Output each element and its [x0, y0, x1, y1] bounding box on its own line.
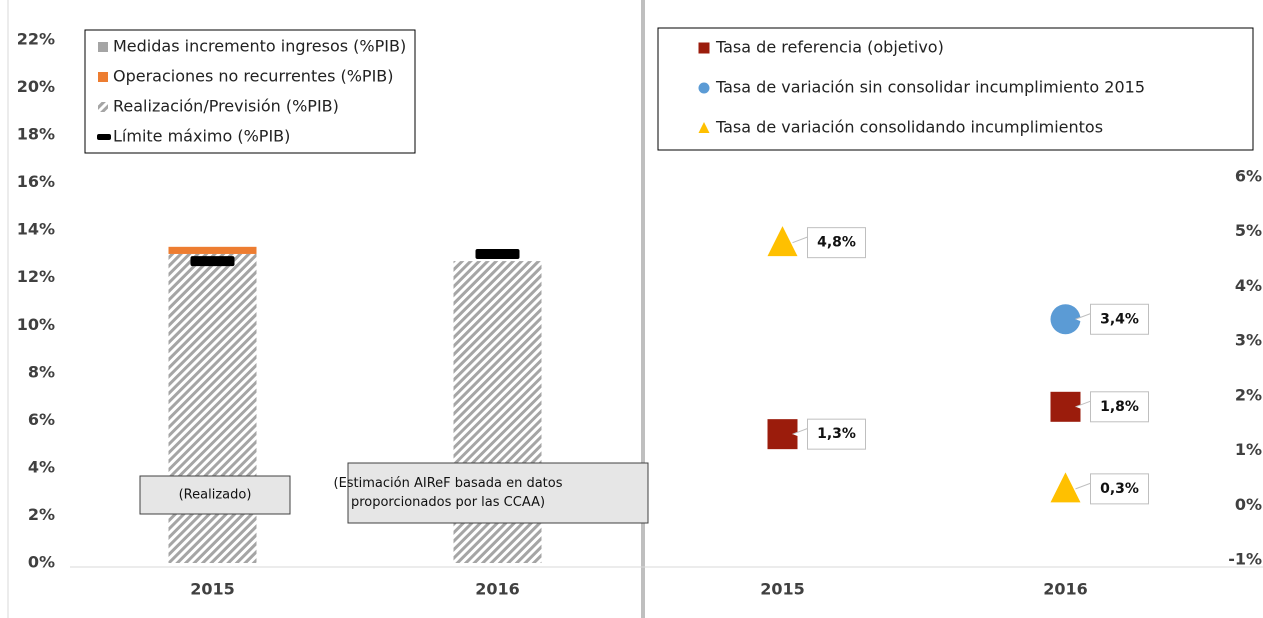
data-label-box: [807, 418, 866, 450]
data-label-box: [1090, 303, 1149, 335]
y2-tick-label: 4%: [1235, 276, 1262, 295]
data-label-box: [1090, 473, 1149, 505]
data-label: 1,8%: [1100, 399, 1139, 415]
y-tick-label: 20%: [17, 77, 55, 96]
annotation-box: [347, 462, 649, 524]
x-tick-label: 2015: [190, 580, 235, 599]
y2-tick-label: 1%: [1235, 440, 1262, 459]
legend-label: Realización/Previsión (%PIB): [113, 97, 339, 116]
legend-label: Operaciones no recurrentes (%PIB): [113, 67, 394, 86]
annotation-box: [139, 475, 291, 515]
limit-marker: [190, 256, 235, 267]
legend-box: [84, 29, 416, 154]
y-tick-label: 2%: [28, 505, 55, 524]
legend-label: Tasa de variación sin consolidar incumpl…: [715, 78, 1145, 97]
bar-segment: [168, 246, 257, 254]
data-label-box: [1090, 391, 1149, 423]
y-tick-label: 4%: [28, 457, 55, 476]
y-tick-label: 12%: [17, 267, 55, 286]
annotation: (Estimación AIReF basada en datos: [334, 476, 563, 491]
y-tick-label: 8%: [28, 362, 55, 381]
legend-label: Límite máximo (%PIB): [113, 127, 290, 146]
bar-segment: [168, 253, 257, 564]
y2-tick-label: 0%: [1235, 495, 1262, 514]
limit-marker: [475, 248, 520, 259]
y2-tick-label: 5%: [1235, 221, 1262, 240]
data-label: 0,3%: [1100, 481, 1139, 497]
data-label: 3,4%: [1100, 311, 1139, 327]
y-tick-label: 18%: [17, 125, 55, 144]
legend-icon: [698, 121, 710, 133]
legend-box: [657, 27, 1254, 151]
y-tick-label: 0%: [28, 553, 55, 572]
legend-icon: [698, 42, 710, 54]
y-tick-label: 16%: [17, 172, 55, 191]
data-label-box: [807, 227, 866, 259]
data-point: [1050, 472, 1081, 503]
y2-tick-label: -1%: [1228, 550, 1262, 569]
legend-label: Tasa de referencia (objetivo): [715, 38, 944, 57]
data-point: [1050, 304, 1081, 335]
data-label: 4,8%: [817, 235, 856, 251]
legend-icon: [698, 82, 710, 94]
y-tick-label: 14%: [17, 220, 55, 239]
y-tick-label: 6%: [28, 410, 55, 429]
data-label: 1,3%: [817, 426, 856, 442]
y-tick-label: 22%: [17, 30, 55, 49]
legend-icon: [98, 72, 108, 82]
x-tick-label: 2016: [475, 580, 520, 599]
y-tick-label: 10%: [17, 315, 55, 334]
x-tick-label: 2016: [1043, 580, 1088, 599]
annotation: (Realizado): [179, 488, 252, 503]
y2-tick-label: 3%: [1235, 331, 1262, 350]
y2-tick-label: 2%: [1235, 385, 1262, 404]
annotation: proporcionados por las CCAA): [351, 495, 545, 510]
legend-label: Medidas incremento ingresos (%PIB): [113, 37, 406, 56]
data-point: [767, 226, 798, 257]
legend-icon: [98, 42, 108, 52]
y2-tick-label: 6%: [1235, 167, 1262, 186]
x-tick-label: 2015: [760, 580, 805, 599]
legend-label: Tasa de variación consolidando incumplim…: [715, 118, 1103, 137]
legend-icon: [97, 134, 111, 140]
legend-icon: [98, 102, 108, 112]
